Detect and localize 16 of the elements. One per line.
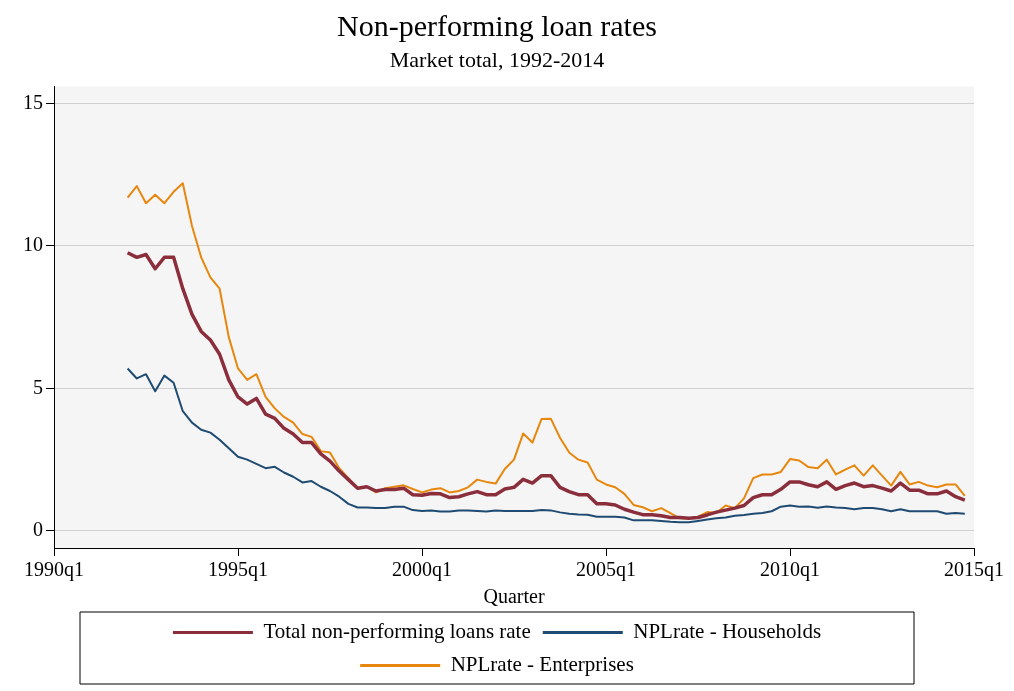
legend-label: Total non-performing loans rate bbox=[263, 619, 531, 644]
y-tick-label: 15 bbox=[23, 90, 43, 113]
y-tick-label: 0 bbox=[33, 518, 43, 541]
x-axis-title: Quarter bbox=[483, 585, 545, 608]
x-tick-label: 1990q1 bbox=[24, 558, 84, 582]
x-tick-label: 2015q1 bbox=[944, 558, 1004, 582]
y-tick-label: 5 bbox=[33, 375, 43, 398]
y-tick-label: 10 bbox=[23, 233, 43, 256]
x-tick-label: 2005q1 bbox=[576, 558, 636, 582]
legend-label: NPLrate - Households bbox=[633, 619, 822, 644]
x-tick-label: 1995q1 bbox=[208, 558, 268, 582]
x-tick-label: 2010q1 bbox=[760, 558, 820, 582]
x-tick-label: 2000q1 bbox=[392, 558, 452, 582]
legend-label: NPLrate - Enterprises bbox=[450, 652, 634, 677]
chart-subtitle: Market total, 1992-2014 bbox=[389, 46, 605, 72]
chart-title: Non-performing loan rates bbox=[337, 8, 657, 42]
